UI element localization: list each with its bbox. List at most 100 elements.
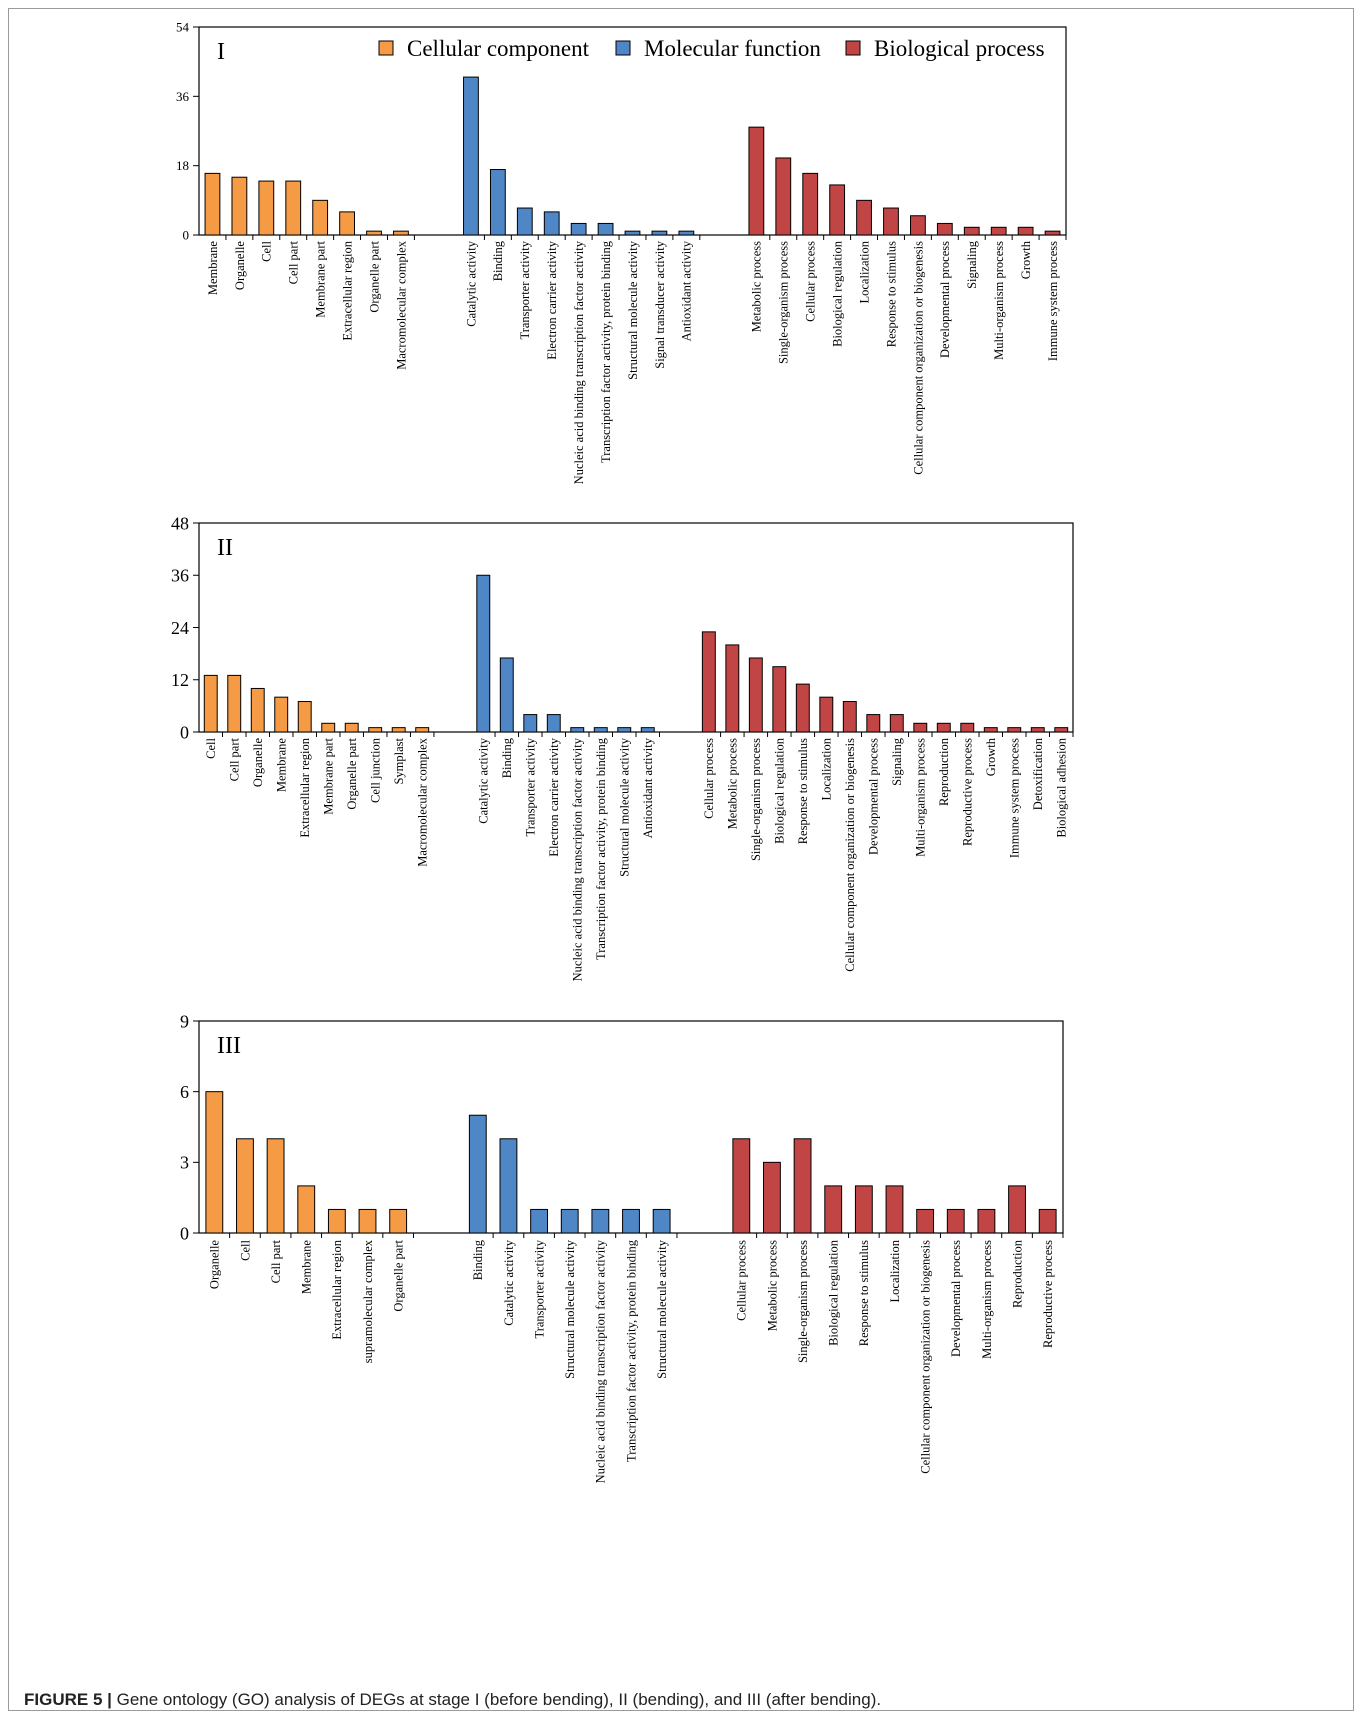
x-tick-label: Biological regulation: [831, 240, 845, 347]
bar: [393, 230, 409, 236]
legend-label: Cellular component: [407, 36, 590, 61]
bar: [1008, 1185, 1026, 1234]
x-tick-label: Reproduction: [937, 737, 951, 806]
caption-text: Gene ontology (GO) analysis of DEGs at s…: [111, 1690, 882, 1709]
x-tick-label: Binding: [500, 737, 514, 778]
x-tick-label: Signaling: [965, 240, 979, 289]
figure-caption: FIGURE 5 | Gene ontology (GO) analysis o…: [24, 1690, 1334, 1710]
bar: [366, 230, 382, 236]
bar: [963, 226, 980, 236]
bar: [266, 1138, 285, 1234]
x-tick-label: Developmental process: [867, 738, 881, 855]
x-tick-label: Cell: [260, 240, 274, 261]
x-tick-label: supramolecular complex: [361, 1239, 375, 1363]
bar: [415, 727, 430, 733]
x-tick-label: Developmental process: [938, 241, 952, 358]
x-tick-label: Localization: [888, 1239, 902, 1302]
bar: [795, 683, 810, 733]
bar: [748, 126, 765, 236]
x-tick-label: Structural molecule activity: [655, 1239, 669, 1379]
bar: [499, 657, 514, 733]
bar: [516, 207, 533, 236]
plot-frame: [198, 1020, 1064, 1234]
x-tick-label: Transcription factor activity, protein b…: [599, 240, 613, 463]
bar: [476, 574, 491, 733]
bar: [468, 1114, 487, 1234]
x-tick-label: Nucleic acid binding transcription facto…: [572, 240, 586, 484]
x-tick-label: Transporter activity: [532, 1239, 546, 1338]
x-tick-label: Extracellular region: [330, 1239, 344, 1339]
x-tick-label: Transporter activity: [524, 737, 538, 836]
x-tick-label: Reproductive process: [1041, 1240, 1055, 1348]
bar: [913, 722, 928, 733]
panel-label: I: [217, 39, 225, 65]
bar: [204, 172, 221, 236]
x-tick-label: Growth: [984, 737, 998, 776]
bar: [617, 727, 632, 733]
legend-swatch: [845, 40, 861, 56]
x-tick-label: Nucleic acid binding transcription facto…: [594, 1239, 608, 1483]
x-tick-label: Membrane: [300, 1240, 314, 1295]
x-tick-label: Cellular component organization or bioge…: [919, 1240, 933, 1474]
x-tick-label: Catalytic activity: [502, 1239, 516, 1325]
x-tick-label: Developmental process: [949, 1240, 963, 1357]
bar: [205, 1091, 224, 1234]
bar: [597, 222, 614, 236]
bar: [1054, 727, 1069, 733]
bar: [983, 727, 998, 733]
bar: [772, 666, 787, 733]
bar: [593, 727, 608, 733]
x-tick-label: Immune system process: [1046, 241, 1060, 361]
bar: [936, 722, 951, 733]
x-tick-label: Biological regulation: [773, 737, 787, 844]
bar: [829, 184, 846, 236]
x-tick-label: Structural molecule activity: [563, 1239, 577, 1379]
bar: [854, 1185, 873, 1234]
x-tick-label: Cellular component organization or bioge…: [843, 738, 857, 972]
bar: [856, 199, 872, 236]
bar: [389, 1208, 408, 1234]
bar: [285, 180, 302, 236]
bar: [824, 1185, 843, 1234]
x-tick-label: Membrane part: [322, 737, 336, 814]
panel-label: III: [217, 1033, 241, 1059]
bar: [678, 230, 695, 236]
x-tick-label: Transporter activity: [518, 240, 532, 339]
x-tick-label: Multi-organism process: [980, 1240, 994, 1359]
y-tick-label: 36: [171, 566, 189, 586]
x-tick-label: Membrane: [206, 241, 220, 296]
x-tick-label: Electron carrier activity: [545, 240, 559, 359]
x-tick-label: Cellular component organization or bioge…: [911, 241, 925, 475]
x-tick-label: Biological adhesion: [1055, 737, 1069, 837]
plot-frame: [198, 522, 1074, 733]
x-tick-label: Cell part: [287, 240, 301, 284]
bar: [297, 701, 312, 733]
legend-swatch: [615, 40, 631, 56]
legend-swatch: [378, 40, 394, 56]
x-tick-label: Biological regulation: [827, 1239, 841, 1346]
bar: [775, 157, 792, 236]
bar: [321, 722, 336, 733]
x-tick-label: Signal transducer activity: [653, 240, 667, 368]
x-tick-label: Response to stimulus: [857, 1240, 871, 1346]
x-tick-label: Cell part: [269, 1239, 283, 1283]
bar: [236, 1138, 254, 1234]
y-tick-label: 54: [176, 20, 190, 35]
panel-III: 0 3 6 9 III Organelle Cell Cell part Membrane Ext…: [180, 1011, 1064, 1483]
x-tick-label: Cellular process: [702, 738, 716, 819]
bar: [960, 722, 975, 733]
x-tick-label: Growth: [1019, 240, 1033, 279]
bar: [916, 1208, 935, 1234]
legend: Cellular component Molecular function Biol…: [378, 36, 1045, 61]
x-tick-label: Reproduction: [1010, 1239, 1024, 1308]
x-tick-label: Cell junction: [369, 737, 383, 803]
x-tick-label: Single-organism process: [749, 738, 763, 861]
bar: [391, 727, 406, 733]
x-tick-label: Single-organism process: [777, 241, 791, 364]
bar: [312, 199, 329, 236]
x-tick-label: Membrane: [275, 738, 289, 793]
x-tick-label: Multi-organism process: [914, 738, 928, 857]
x-tick-label: Binding: [471, 1239, 485, 1280]
bar: [327, 1208, 346, 1234]
